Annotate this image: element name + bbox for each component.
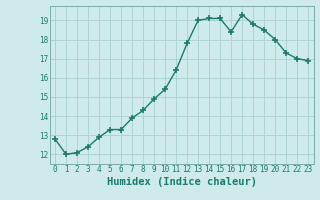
X-axis label: Humidex (Indice chaleur): Humidex (Indice chaleur) [107, 177, 257, 187]
